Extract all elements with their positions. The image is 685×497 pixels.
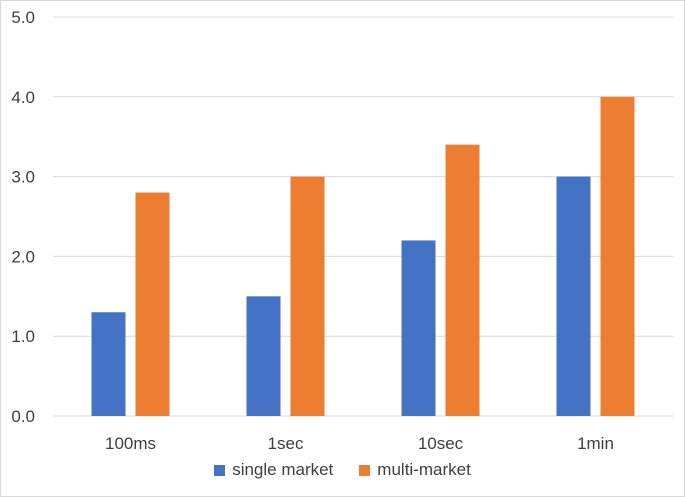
bar-single-market-100ms bbox=[91, 312, 126, 416]
legend-label-multi-market: multi-market bbox=[377, 460, 471, 479]
y-tick-label-3: 3.0 bbox=[11, 168, 35, 187]
legend-label-single-market: single market bbox=[232, 460, 334, 479]
chart-legend: single market multi-market bbox=[0, 460, 685, 480]
x-tick-label-100ms: 100ms bbox=[105, 434, 156, 453]
y-tick-label-1: 1.0 bbox=[11, 327, 35, 346]
chart-plot-area: 0.0 1.0 2.0 3.0 4.0 5.0 100ms 1sec 10sec 1min bbox=[11, 8, 673, 453]
y-tick-label-4: 4.0 bbox=[11, 88, 35, 107]
y-tick-label-5: 5.0 bbox=[11, 8, 35, 27]
bar-single-market-1min bbox=[556, 176, 591, 416]
x-tick-label-1sec: 1sec bbox=[268, 434, 304, 453]
y-tick-label-0: 0.0 bbox=[11, 407, 35, 426]
legend-item-single-market: single market bbox=[214, 460, 333, 480]
legend-item-multi-market: multi-market bbox=[359, 460, 471, 480]
bar-multi-market-100ms bbox=[135, 192, 170, 416]
legend-swatch-single-market bbox=[214, 464, 226, 476]
legend-swatch-multi-market bbox=[359, 464, 371, 476]
bar-single-market-1sec bbox=[246, 296, 281, 416]
bar-multi-market-10sec bbox=[445, 144, 480, 416]
bar-multi-market-1min bbox=[600, 96, 635, 417]
bar-multi-market-1sec bbox=[290, 176, 325, 416]
x-tick-label-1min: 1min bbox=[577, 434, 614, 453]
y-tick-label-2: 2.0 bbox=[11, 247, 35, 266]
bar-single-market-10sec bbox=[401, 240, 436, 416]
x-tick-label-10sec: 10sec bbox=[418, 434, 464, 453]
